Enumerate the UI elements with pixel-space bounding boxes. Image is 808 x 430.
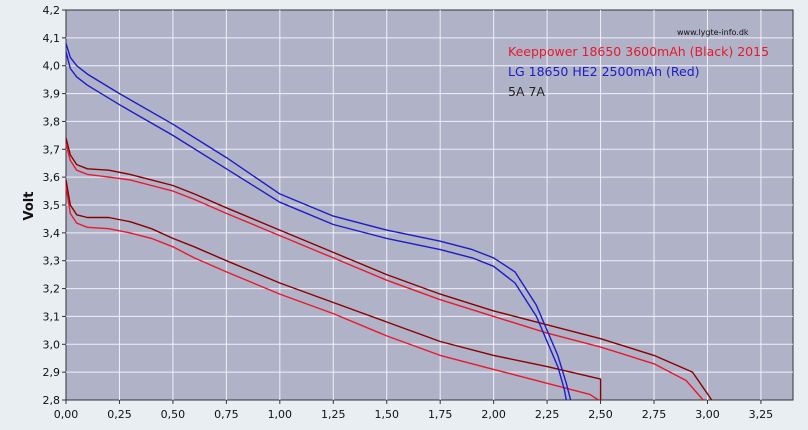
legend-entry: LG 18650 HE2 2500mAh (Red) [508,64,700,79]
series-line-6 [65,51,567,401]
y-tick-label: 3,7 [43,143,61,156]
y-tick-label: 4,1 [43,32,61,45]
series-line-2 [65,137,713,401]
y-tick-label: 4,2 [43,4,61,17]
x-tick-label: 0,25 [107,408,132,421]
x-tick-label: 2,75 [642,408,667,421]
legend: Keeppower 18650 3600mAh (Black) 2015 LG 1… [508,44,769,99]
y-tick-label: 3,1 [43,310,61,323]
x-tick-label: 2,25 [535,408,560,421]
y-tick-label: 3,5 [43,199,61,212]
series-line-4 [65,179,602,400]
series-line-1 [65,143,704,401]
watermark: www.lygte-info.dk [677,28,749,37]
x-tick-label: 1,25 [321,408,346,421]
series-lines [65,43,713,401]
x-tick-label: 1,50 [374,408,399,421]
y-tick-label: 3,0 [43,338,61,351]
y-tick-label: 2,9 [43,366,61,379]
x-tick-label: 3,00 [695,408,720,421]
axes: 2,8 2,9 3,0 3,1 3,2 3,3 3,4 3,5 3,6 3,7 3,8 3,9 4,0 4… [43,4,774,421]
y-tick-label: 4,0 [43,60,61,73]
y-tick-label: 3,2 [43,283,61,296]
grid-lines [66,10,793,400]
x-tick-label: 2,00 [481,408,506,421]
y-tick-label: 3,3 [43,255,61,268]
y-tick-label: 3,4 [43,227,61,240]
x-tick-label: 1,00 [268,408,293,421]
series-line-3 [65,185,599,401]
x-tick-label: 3,25 [749,408,774,421]
x-tick-label: 0,00 [54,408,79,421]
y-tick-label: 2,8 [43,394,61,407]
x-tick-label: 2,50 [588,408,613,421]
x-tick-label: 0,75 [214,408,239,421]
y-tick-label: 3,8 [43,115,61,128]
legend-entry: 5A 7A [508,84,545,99]
y-axis-label: Volt [22,192,37,221]
legend-entry: Keeppower 18650 3600mAh (Black) 2015 [508,44,769,59]
series-line-5 [65,43,572,401]
y-tick-label: 3,6 [43,171,61,184]
x-tick-label: 0,50 [161,408,186,421]
y-tick-label: 3,9 [43,88,61,101]
x-tick-label: 1,75 [428,408,453,421]
